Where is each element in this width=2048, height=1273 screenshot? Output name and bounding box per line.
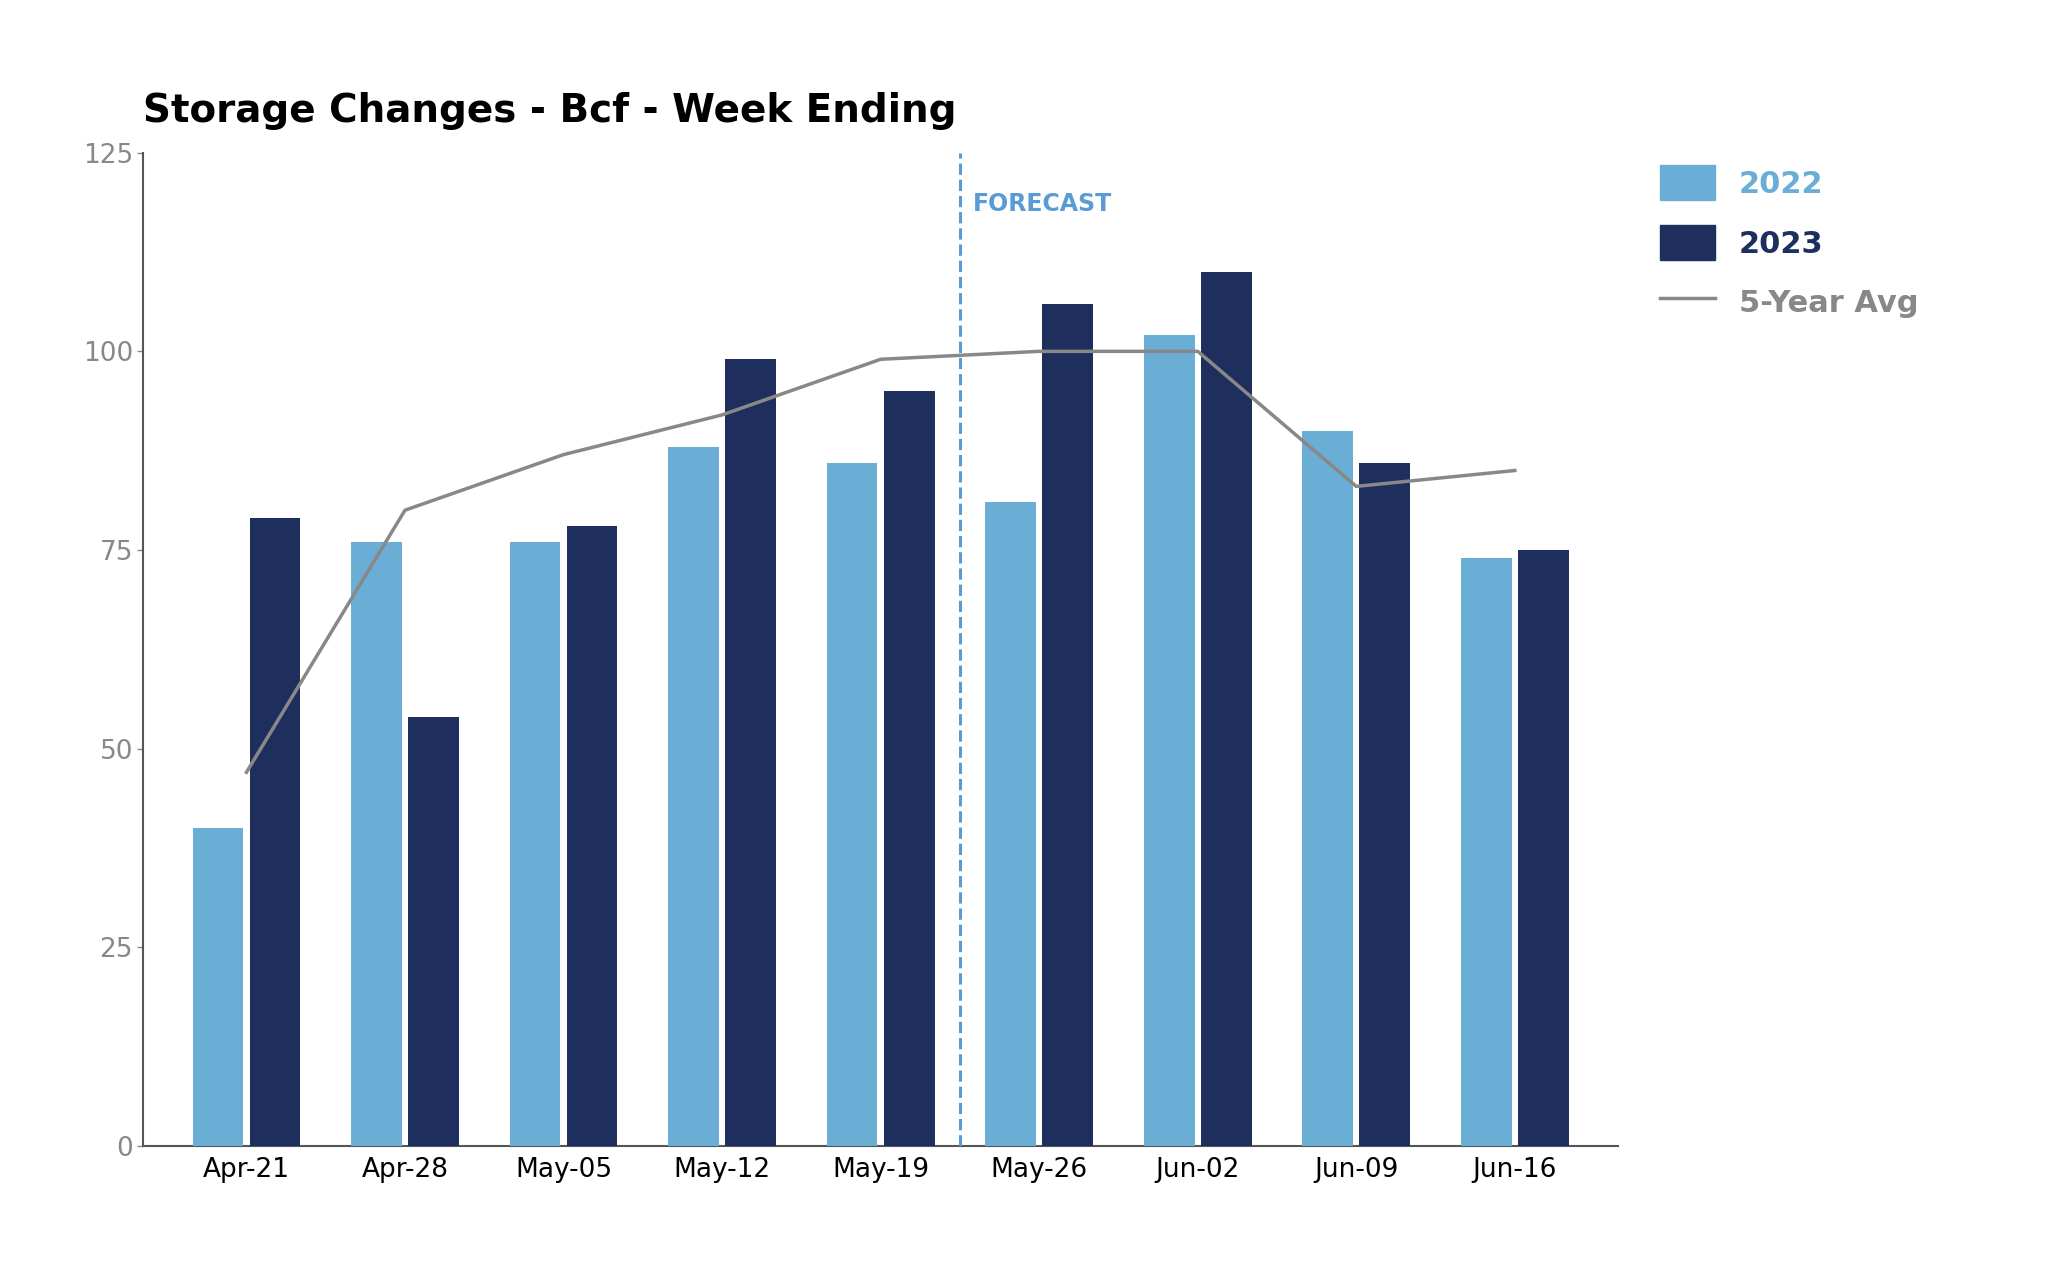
5-Year Avg bbox=[1186, 344, 1210, 359]
Bar bbox=[885, 391, 934, 1146]
Bar bbox=[1042, 304, 1094, 1146]
Bar bbox=[1360, 462, 1411, 1146]
Bar bbox=[1518, 550, 1569, 1146]
Bar bbox=[350, 542, 401, 1146]
5-Year Avg bbox=[1343, 479, 1368, 494]
Text: Storage Changes - Bcf - Week Ending: Storage Changes - Bcf - Week Ending bbox=[143, 92, 956, 130]
5-Year Avg bbox=[551, 447, 575, 462]
5-Year Avg bbox=[868, 351, 893, 367]
5-Year Avg bbox=[1503, 463, 1528, 479]
Text: FORECAST: FORECAST bbox=[973, 192, 1112, 216]
Bar bbox=[827, 462, 877, 1146]
Bar bbox=[1460, 558, 1511, 1146]
5-Year Avg bbox=[393, 503, 418, 518]
Bar bbox=[668, 447, 719, 1146]
Legend: 2022, 2023, 5-Year Avg: 2022, 2023, 5-Year Avg bbox=[1647, 153, 1931, 332]
Bar bbox=[567, 526, 616, 1146]
Bar bbox=[1303, 430, 1354, 1146]
5-Year Avg bbox=[711, 407, 735, 423]
Bar bbox=[1200, 272, 1251, 1146]
Bar bbox=[250, 518, 301, 1146]
Line: 5-Year Avg: 5-Year Avg bbox=[246, 351, 1516, 773]
Bar bbox=[725, 359, 776, 1146]
Bar bbox=[510, 542, 561, 1146]
Bar bbox=[1145, 336, 1194, 1146]
5-Year Avg bbox=[233, 765, 258, 780]
Bar bbox=[985, 503, 1036, 1146]
Bar bbox=[408, 717, 459, 1146]
5-Year Avg bbox=[1026, 344, 1051, 359]
Bar bbox=[193, 827, 244, 1146]
